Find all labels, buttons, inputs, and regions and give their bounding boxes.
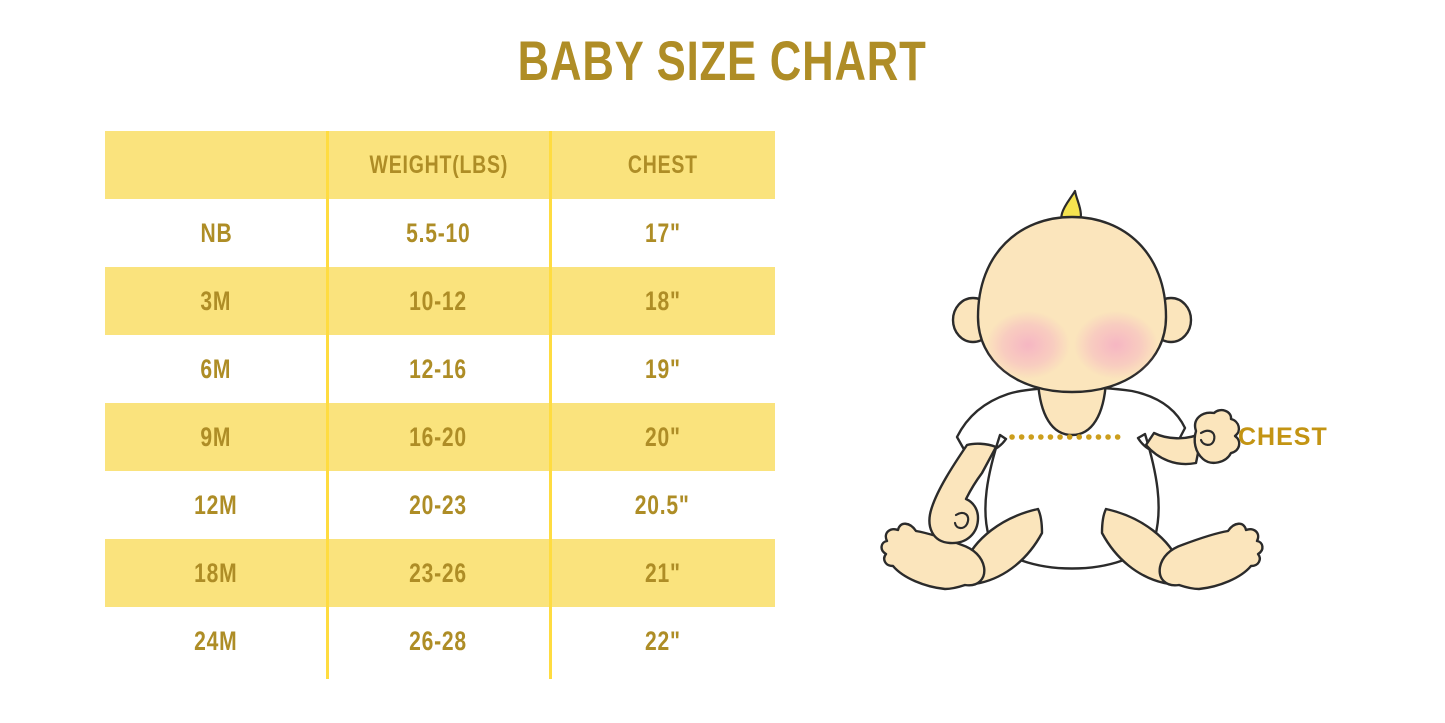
baby-illustration — [880, 189, 1264, 591]
chest-cell: 17" — [644, 217, 681, 248]
chest-cell: 18" — [644, 285, 681, 316]
column-header-chest: CHEST — [627, 150, 698, 179]
weight-cell: 10-12 — [409, 285, 468, 316]
weight-cell: 5.5-10 — [406, 217, 471, 248]
table-row: 9M 16-20 20" — [105, 403, 775, 471]
column-divider — [549, 131, 552, 679]
table-row: NB 5.5-10 17" — [105, 199, 775, 267]
weight-cell: 23-26 — [409, 557, 468, 588]
chest-cell: 20.5" — [635, 489, 690, 520]
baby-right-arm — [1144, 408, 1241, 466]
baby-left-leg — [880, 507, 1044, 591]
table-row: 3M 10-12 18" — [105, 267, 775, 335]
chest-cell: 21" — [644, 557, 681, 588]
weight-cell: 12-16 — [409, 353, 468, 384]
size-cell: 12M — [194, 489, 238, 520]
size-cell: 24M — [194, 625, 238, 656]
chest-cell: 19" — [644, 353, 681, 384]
table-row: 18M 23-26 21" — [105, 539, 775, 607]
table-header-row: WEIGHT(LBS) CHEST — [105, 131, 775, 199]
size-cell: 18M — [194, 557, 238, 588]
baby-neck — [1036, 379, 1108, 437]
weight-cell: 16-20 — [409, 421, 468, 452]
column-divider — [326, 131, 329, 679]
weight-cell: 20-23 — [409, 489, 468, 520]
baby-left-arm — [928, 442, 998, 545]
column-header-size — [105, 131, 327, 199]
chest-measurement-label: CHEST — [1238, 423, 1328, 451]
baby-right-cheek-blush — [1074, 311, 1158, 379]
page-title-text: BABY SIZE CHART — [518, 29, 927, 92]
baby-left-cheek-blush — [986, 311, 1070, 379]
chest-cell: 22" — [644, 625, 681, 656]
chest-cell: 20" — [644, 421, 681, 452]
table-row: 6M 12-16 19" — [105, 335, 775, 403]
page-title: BABY SIZE CHART — [0, 28, 1445, 93]
table-row: 12M 20-23 20.5" — [105, 471, 775, 539]
table-row: 24M 26-28 22" — [105, 607, 775, 675]
baby-right-leg — [1100, 507, 1264, 591]
column-header-weight: WEIGHT(LBS) — [369, 150, 508, 179]
size-chart-table: WEIGHT(LBS) CHEST NB 5.5-10 17" 3M 10-12… — [105, 131, 775, 679]
size-cell: 6M — [200, 353, 232, 384]
size-cell: NB — [200, 217, 232, 248]
weight-cell: 26-28 — [409, 625, 468, 656]
size-cell: 3M — [200, 285, 232, 316]
size-cell: 9M — [200, 421, 232, 452]
